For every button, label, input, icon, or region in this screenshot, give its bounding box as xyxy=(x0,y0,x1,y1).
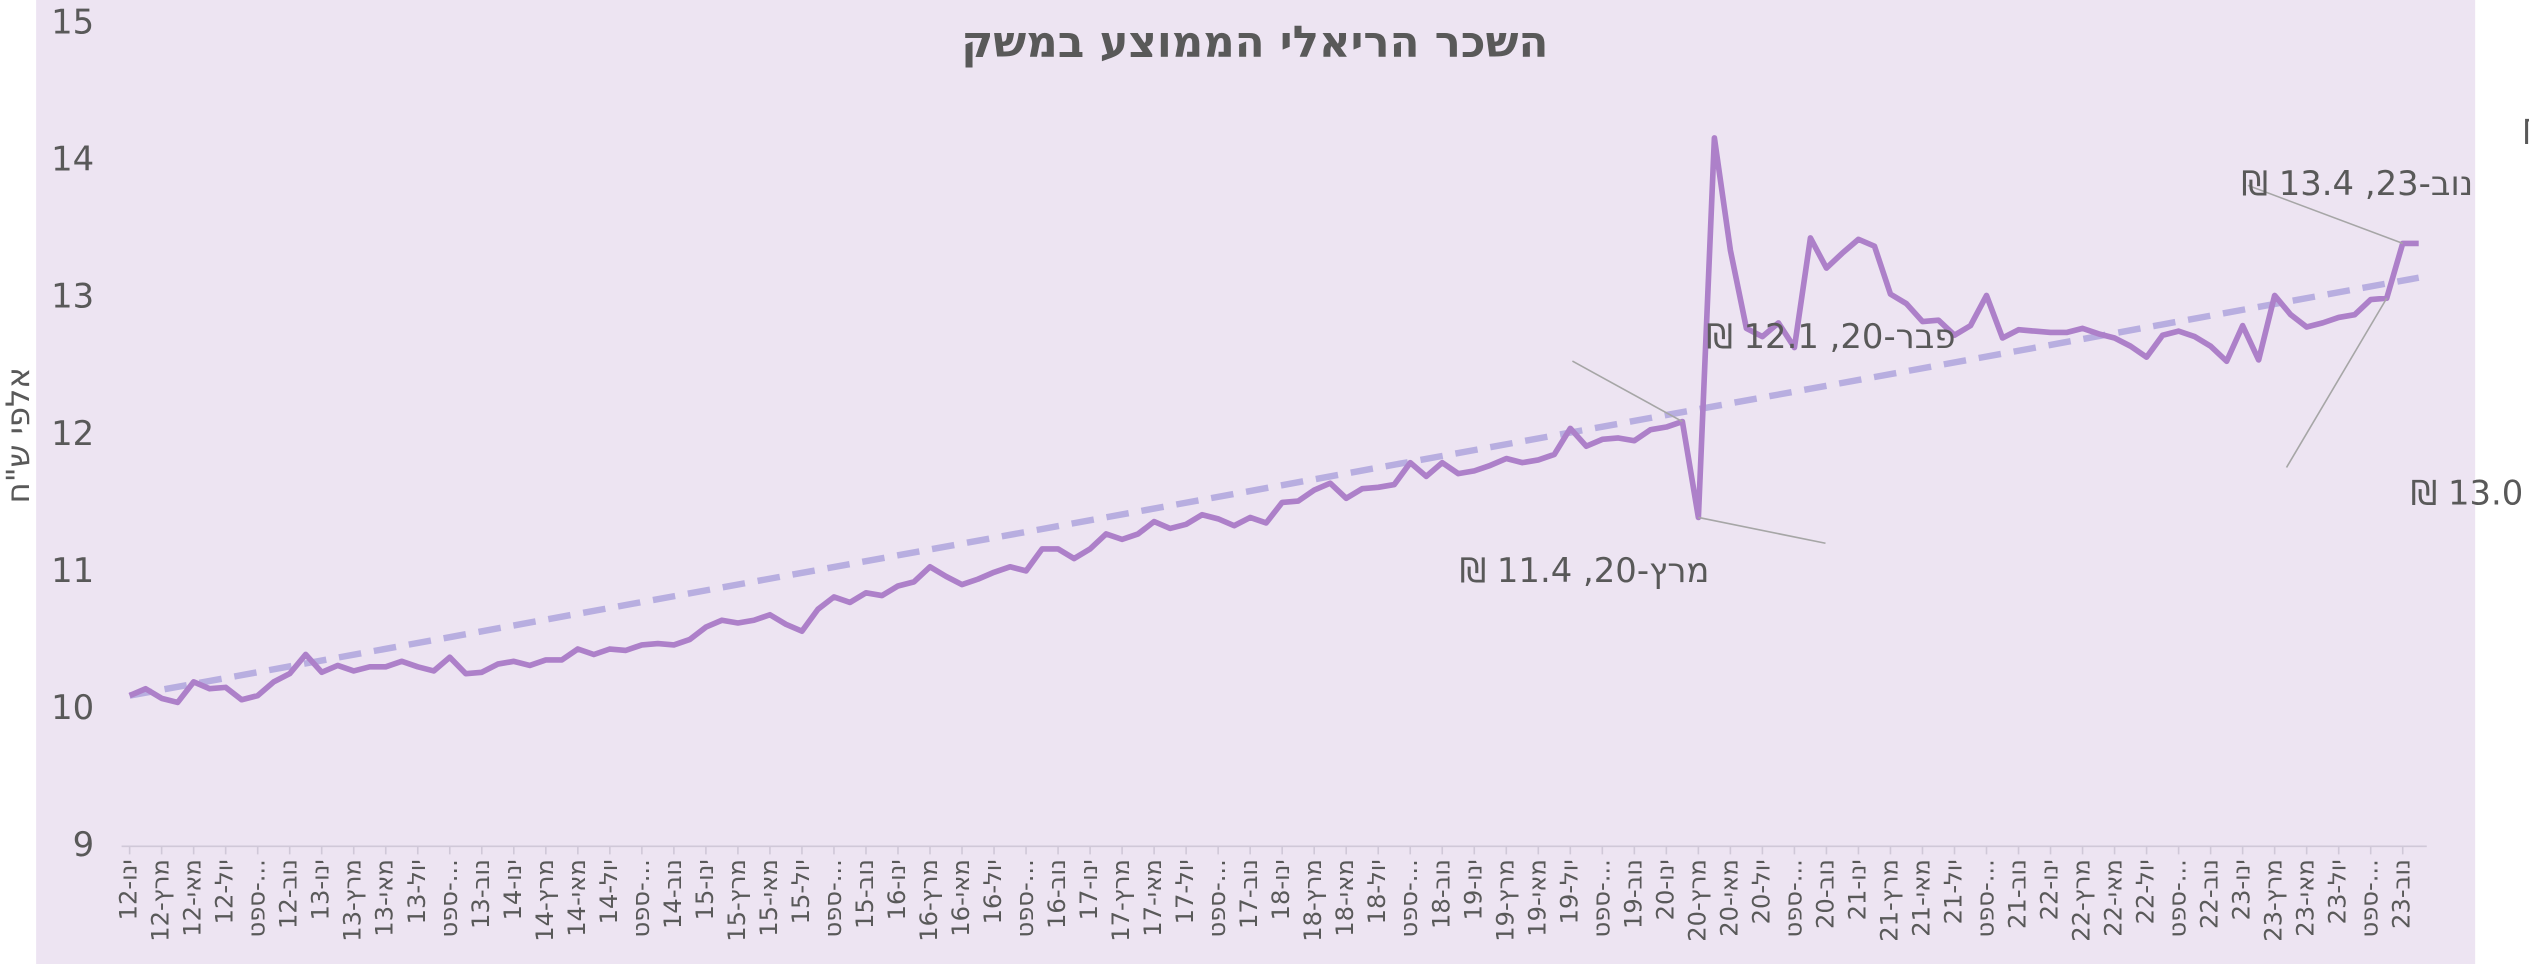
x-tick-label: מרץ-13 xyxy=(339,859,367,942)
x-tick-label: מאי-14 xyxy=(563,859,591,936)
x-tick-label: מרץ-12 xyxy=(147,859,175,942)
x-tick-label: ספט-... xyxy=(819,859,847,937)
x-tick-label: ינו-16 xyxy=(883,859,911,920)
x-tick-label: מרץ-16 xyxy=(915,859,943,942)
y-tick-label: 13 xyxy=(51,277,94,316)
plot-background xyxy=(36,0,2476,964)
x-tick-label: ינו-20 xyxy=(1651,859,1679,920)
x-tick-label: מרץ-18 xyxy=(1299,859,1327,942)
x-tick-label: נוב-22 xyxy=(2196,859,2224,929)
x-tick-label: נוב-12 xyxy=(275,859,303,929)
data-label: דצמ-23, 13.4 ₪ xyxy=(2524,112,2529,151)
x-tick-label: נוב-21 xyxy=(2004,859,2032,929)
x-tick-label: מאי-23 xyxy=(2292,859,2320,936)
x-tick-label: מרץ-15 xyxy=(723,859,751,942)
x-tick-label: יול-20 xyxy=(1747,859,1775,924)
y-axis-title: אלפי ש"ח xyxy=(0,367,37,503)
x-tick-label: ספט-... xyxy=(435,859,463,937)
leader-line xyxy=(1572,360,1683,423)
x-tick-label: ינו-13 xyxy=(307,859,335,920)
x-tick-label: מאי-22 xyxy=(2100,859,2128,936)
x-tick-label: נוב-14 xyxy=(659,859,687,929)
x-tick-label: יול-21 xyxy=(1939,859,1967,924)
data-label: נוב-23, 13.4 ₪ xyxy=(2241,164,2473,203)
x-tick-label: ינו-22 xyxy=(2036,859,2064,920)
x-tick-label: מאי-15 xyxy=(755,859,783,936)
x-tick-label: יול-17 xyxy=(1171,859,1199,924)
x-tick-label: ספט-... xyxy=(627,859,655,937)
x-tick-label: מאי-17 xyxy=(1139,859,1167,936)
x-tick-label: מרץ-19 xyxy=(1491,859,1519,942)
x-tick-label: יול-14 xyxy=(595,859,623,924)
x-tick-label: ספט-... xyxy=(1587,859,1615,937)
x-tick-label: יול-13 xyxy=(403,859,431,924)
x-tick-label: נוב-23 xyxy=(2388,859,2416,929)
x-tick-label: נוב-15 xyxy=(851,859,879,929)
data-label: אוק-23, 13.0 ₪ xyxy=(2411,473,2529,512)
x-tick-label: מרץ-17 xyxy=(1107,859,1135,942)
x-tick-label: ספט-... xyxy=(1779,859,1807,937)
x-tick-label: מאי-13 xyxy=(371,859,399,936)
y-tick-label: 11 xyxy=(51,551,94,590)
x-tick-label: נוב-18 xyxy=(1427,859,1455,929)
x-tick-label: ינו-23 xyxy=(2228,859,2256,920)
x-tick-label: נוב-13 xyxy=(467,859,495,929)
x-tick-label: ספט-... xyxy=(2356,859,2384,937)
x-tick-label: מאי-19 xyxy=(1523,859,1551,936)
x-tick-label: מרץ-22 xyxy=(2068,859,2096,942)
x-tick-label: נוב-16 xyxy=(1043,859,1071,929)
x-tick-label: יול-23 xyxy=(2324,859,2352,924)
x-tick-label: ינו-21 xyxy=(1843,859,1871,920)
x-tick-label: ספט-... xyxy=(1203,859,1231,937)
x-tick-label: יול-22 xyxy=(2132,859,2160,924)
x-tick-label: ינו-14 xyxy=(499,859,527,920)
x-tick-label: ינו-12 xyxy=(115,859,143,920)
line-series xyxy=(128,135,2419,706)
x-tick-label: ספט-... xyxy=(1011,859,1039,937)
x-tick-label: יול-18 xyxy=(1363,859,1391,924)
x-tick-label: ספט-... xyxy=(243,859,271,937)
x-tick-label: נוב-19 xyxy=(1619,859,1647,929)
x-tick-label: נוב-20 xyxy=(1811,859,1839,929)
x-tick-label: מאי-16 xyxy=(947,859,975,936)
x-tick-label: ספט-... xyxy=(1972,859,2000,937)
x-tick-label: מאי-21 xyxy=(1907,859,1935,936)
y-tick-label: 14 xyxy=(51,140,94,179)
x-tick-label: מרץ-23 xyxy=(2260,859,2288,942)
x-tick-label: יול-12 xyxy=(211,859,239,924)
x-tick-label: ינו-15 xyxy=(691,859,719,920)
x-tick-label: ספט-... xyxy=(2164,859,2192,937)
x-tick-label: מרץ-21 xyxy=(1875,859,1903,942)
x-tick-label: יול-19 xyxy=(1555,859,1583,924)
chart-title: השכר הריאלי הממוצע במשק xyxy=(961,18,1548,68)
x-tick-label: מאי-18 xyxy=(1331,859,1359,936)
y-tick-label: 10 xyxy=(51,688,94,727)
x-tick-label: יול-15 xyxy=(787,859,815,924)
x-tick-label: ינו-18 xyxy=(1267,859,1295,920)
data-label: מרץ-20, 11.4 ₪ xyxy=(1460,551,1710,590)
x-tick-label: מרץ-20 xyxy=(1683,859,1711,942)
y-tick-label: 15 xyxy=(51,3,94,42)
y-tick-label: 12 xyxy=(51,414,94,453)
data-label: פבר-20, 12.1 ₪ xyxy=(1706,317,1955,356)
leader-line xyxy=(1698,516,1826,545)
x-tick-label: יול-16 xyxy=(979,859,1007,924)
x-tick-label: ינו-19 xyxy=(1459,859,1487,920)
x-tick-label: מרץ-14 xyxy=(531,859,559,942)
x-tick-label: מאי-12 xyxy=(179,859,207,936)
y-tick-label: 9 xyxy=(73,825,95,864)
leader-line xyxy=(2285,297,2388,468)
x-tick-label: ספט-... xyxy=(1395,859,1423,937)
x-tick-label: מאי-20 xyxy=(1715,859,1743,936)
x-tick-label: נוב-17 xyxy=(1235,859,1263,929)
leader-line xyxy=(2247,184,2403,245)
x-tick-label: ינו-17 xyxy=(1075,859,1103,920)
